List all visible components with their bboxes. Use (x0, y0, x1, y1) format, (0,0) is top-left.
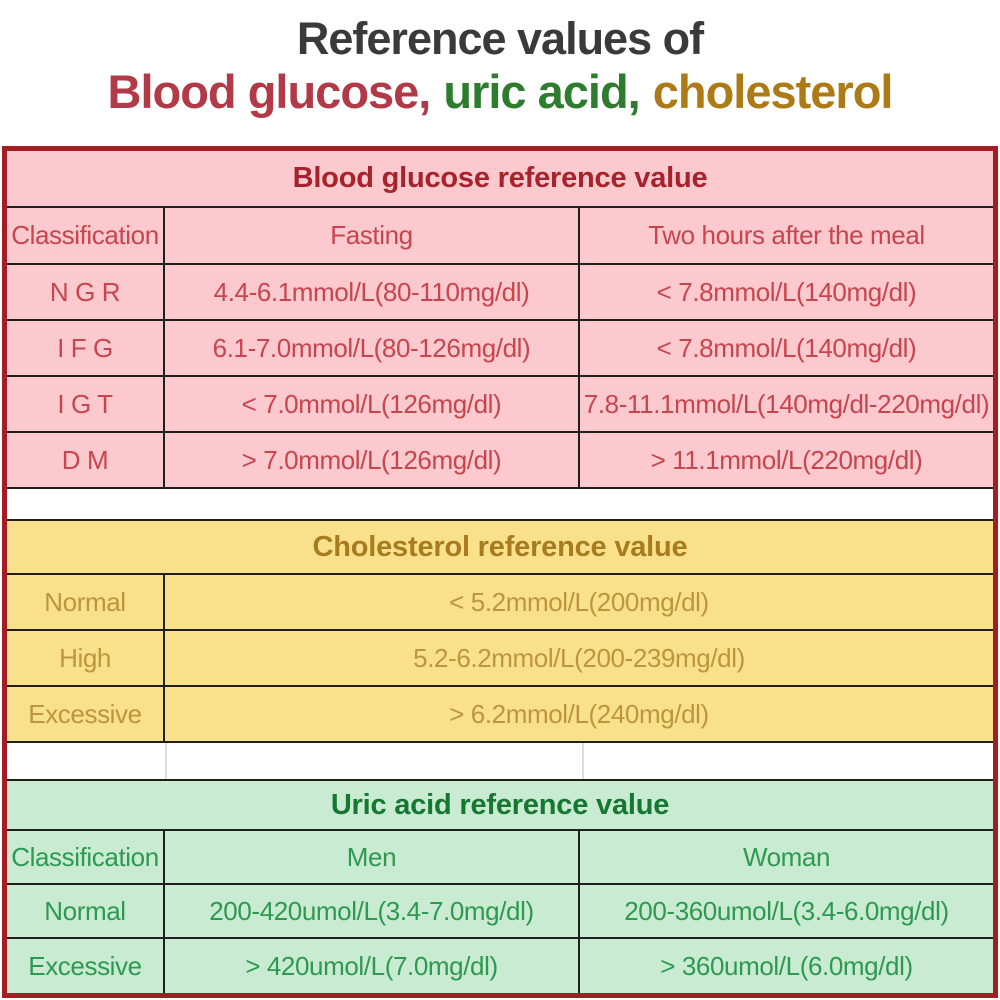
cell-classification: Excessive (7, 687, 165, 741)
cholesterol-table-title: Cholesterol reference value (312, 530, 688, 563)
blood-glucose-header-row: Classification Fasting Two hours after t… (7, 208, 993, 265)
cell-value: > 6.2mmol/L(240mg/dl) (449, 698, 709, 729)
cell-after-meal-value: 7.8-11.1mmol/L(140mg/dl-220mg/dl) (583, 388, 990, 419)
uric-acid-header-row: Classification Men Woman (7, 831, 993, 885)
cell-classification: High (7, 631, 165, 685)
cell-woman-value: 200-360umol/L(3.4-6.0mg/dl) (624, 895, 949, 926)
reference-tables-board: Blood glucose reference value Classifica… (2, 146, 998, 998)
cell-classification: D M (7, 433, 165, 487)
blood-glucose-table-title: Blood glucose reference value (292, 162, 708, 194)
blood-glucose-table-title-row: Blood glucose reference value (7, 151, 993, 208)
header-two-hours-after-meal: Two hours after the meal (648, 220, 925, 250)
table-row-ngr: N G R 4.4-6.1mmol/L(80-110mg/dl) < 7.8mm… (7, 265, 993, 321)
table-gap (7, 743, 993, 779)
table-row-excessive: Excessive > 420umol/L(7.0mg/dl) > 360umo… (7, 939, 993, 993)
table-row-high: High 5.2-6.2mmol/L(200-239mg/dl) (7, 631, 993, 687)
header-men: Men (165, 831, 580, 883)
cell-fasting-value: > 7.0mmol/L(126mg/dl) (165, 433, 580, 487)
page-title-line2: Blood glucose, uric acid, cholesterol (0, 66, 1000, 119)
table-gap (7, 489, 993, 519)
page-title-uric-acid: uric acid, (443, 65, 640, 119)
cell-men-value: 200-420umol/L(3.4-7.0mg/dl) (165, 885, 580, 937)
cell-value: < 5.2mmol/L(200mg/dl) (449, 586, 709, 617)
cell-after-meal-value: < 7.8mmol/L(140mg/dl) (656, 276, 917, 307)
table-row-normal: Normal < 5.2mmol/L(200mg/dl) (7, 575, 993, 631)
table-row-excessive: Excessive > 6.2mmol/L(240mg/dl) (7, 687, 993, 743)
header-fasting: Fasting (165, 208, 580, 263)
cholesterol-table-title-row: Cholesterol reference value (7, 519, 993, 575)
table-row-ifg: I F G 6.1-7.0mmol/L(80-126mg/dl) < 7.8mm… (7, 321, 993, 377)
table-row-dm: D M > 7.0mmol/L(126mg/dl) > 11.1mmol/L(2… (7, 433, 993, 489)
cell-men-value: > 420umol/L(7.0mg/dl) (165, 939, 580, 993)
cell-after-meal-value: > 11.1mmol/L(220mg/dl) (650, 444, 923, 475)
cell-classification: I G T (7, 377, 165, 431)
cell-classification: I F G (7, 321, 165, 375)
uric-acid-table-title-row: Uric acid reference value (7, 779, 993, 831)
cell-after-meal-value: < 7.8mmol/L(140mg/dl) (656, 332, 917, 363)
header-classification: Classification (7, 208, 165, 263)
cell-woman-value: > 360umol/L(6.0mg/dl) (660, 950, 913, 981)
page-title-blood-glucose: Blood glucose, (107, 65, 432, 119)
gap-divider (165, 743, 167, 779)
blood-glucose-table: Blood glucose reference value Classifica… (7, 151, 993, 489)
page-title: Reference values of Blood glucose, uric a… (0, 13, 1000, 119)
cell-value: 5.2-6.2mmol/L(200-239mg/dl) (413, 642, 745, 673)
cell-classification: N G R (7, 265, 165, 319)
cell-classification: Normal (7, 885, 165, 937)
page-title-cholesterol: cholesterol (652, 65, 894, 119)
header-woman: Woman (742, 841, 831, 872)
cell-fasting-value: 4.4-6.1mmol/L(80-110mg/dl) (165, 265, 580, 319)
cell-fasting-value: < 7.0mmol/L(126mg/dl) (165, 377, 580, 431)
cell-classification: Normal (7, 575, 165, 629)
cell-fasting-value: 6.1-7.0mmol/L(80-126mg/dl) (165, 321, 580, 375)
table-row-igt: I G T < 7.0mmol/L(126mg/dl) 7.8-11.1mmol… (7, 377, 993, 433)
uric-acid-table: Uric acid reference value Classification… (7, 779, 993, 993)
gap-divider (582, 743, 584, 779)
cholesterol-table: Cholesterol reference value Normal < 5.2… (7, 519, 993, 743)
table-row-normal: Normal 200-420umol/L(3.4-7.0mg/dl) 200-3… (7, 885, 993, 939)
uric-acid-table-title: Uric acid reference value (330, 788, 670, 821)
page-title-line1: Reference values of (296, 13, 704, 64)
cell-classification: Excessive (7, 939, 165, 993)
header-classification: Classification (7, 831, 165, 883)
